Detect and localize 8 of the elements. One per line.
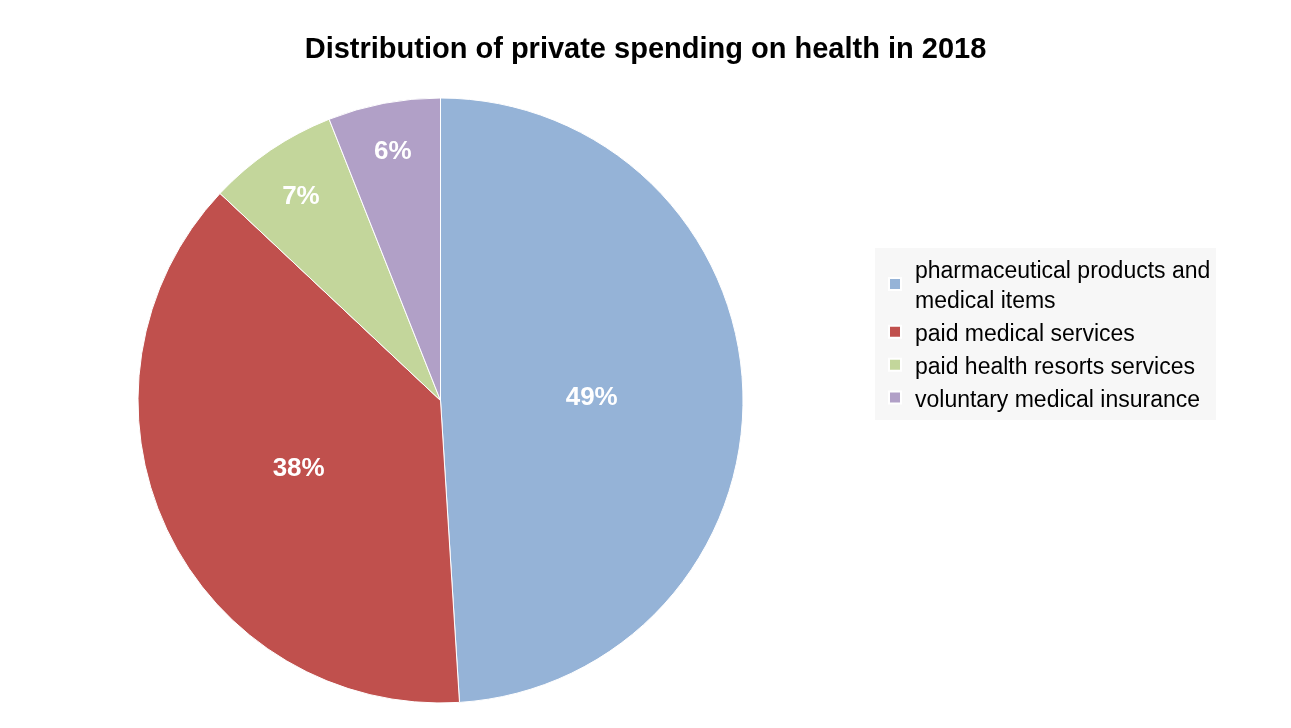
legend-label: voluntary medical insurance [915,385,1201,412]
chart-title: Distribution of private spending on health in 2018 [304,32,987,65]
data-label: 38% [272,452,325,483]
data-label: 49% [565,380,618,411]
data-label: 7% [282,180,320,211]
data-label: 6% [373,135,412,166]
legend-label: paid health resorts services [915,352,1195,379]
legend-label: paid medical services [915,319,1135,346]
